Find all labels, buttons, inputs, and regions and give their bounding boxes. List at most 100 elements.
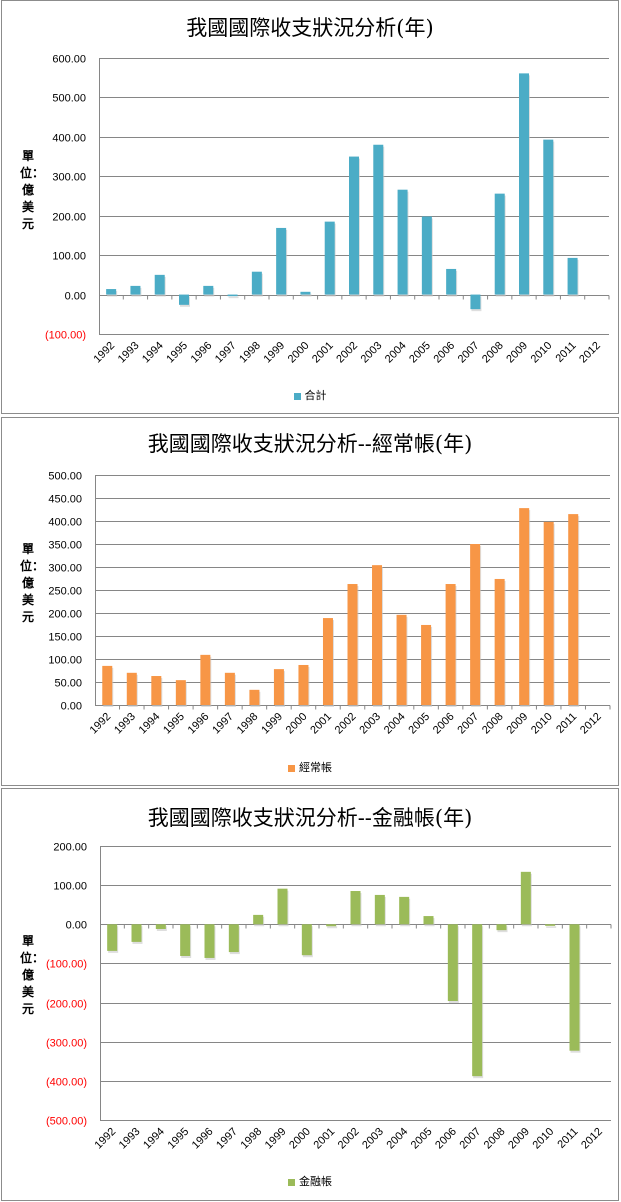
x-tick-label: 1992 xyxy=(88,711,114,737)
bar-1996 xyxy=(203,285,214,295)
y-tick-label: 250.00 xyxy=(48,586,82,598)
bar-2004 xyxy=(397,189,408,295)
x-tick-label: 2001 xyxy=(308,711,334,737)
bar-2004 xyxy=(396,614,407,705)
x-tick-label: 2004 xyxy=(382,711,408,737)
bar-2010 xyxy=(545,924,556,926)
x-tick-label: 1995 xyxy=(165,1126,191,1152)
bar-2002 xyxy=(350,891,361,925)
x-tick-label: 2006 xyxy=(431,340,457,366)
bar-2009 xyxy=(520,871,531,925)
y-tick-label: 200.00 xyxy=(52,212,86,224)
bar-shadow xyxy=(546,926,557,928)
x-tick-label: 1993 xyxy=(112,711,138,737)
bar-2001 xyxy=(324,221,335,295)
bar-1998 xyxy=(251,271,262,295)
x-tick-label: 2001 xyxy=(311,1126,337,1152)
x-tick-label: 1997 xyxy=(210,711,236,737)
x-tick-label: 2012 xyxy=(578,711,604,737)
x-tick-label: 2005 xyxy=(409,1126,435,1152)
y-tick-label: 150.00 xyxy=(48,632,82,644)
bar-2010 xyxy=(543,139,554,295)
bar-1992 xyxy=(106,289,117,295)
legend-swatch xyxy=(288,1178,295,1186)
x-tick-label: 2007 xyxy=(457,1126,483,1152)
x-tick-label: 2007 xyxy=(455,711,481,737)
x-tick-label: 2004 xyxy=(383,340,409,366)
legend-swatch xyxy=(293,392,301,400)
bar-1995 xyxy=(180,924,191,956)
y-tick-label: 300.00 xyxy=(52,172,86,184)
bar-2002 xyxy=(347,584,358,705)
chart-svg: 0.00 50.00 100.00 150.00 200.00 250.00 300.00 3… xyxy=(48,471,611,737)
bar-2002 xyxy=(349,156,359,295)
bar-2007 xyxy=(470,294,481,310)
x-tick-label: 1997 xyxy=(214,1126,240,1152)
chart-title: 我國國際收支狀況分析(年) xyxy=(186,16,434,40)
x-tick-label: 2006 xyxy=(431,711,457,737)
legend-label: 合計 xyxy=(304,389,327,402)
chart-title: 我國國際收支狀況分析--金融帳(年) xyxy=(147,806,473,830)
y-tick-label: (200.00) xyxy=(46,999,87,1011)
x-tick-label: 2002 xyxy=(333,711,359,737)
bar-shadow xyxy=(301,293,312,297)
bar-1993 xyxy=(130,285,141,295)
bar-2008 xyxy=(494,578,505,705)
y-tick-label: 300.00 xyxy=(48,563,82,575)
x-tick-label: 2012 xyxy=(579,1126,605,1152)
bar-2009 xyxy=(519,508,530,705)
bar-2007 xyxy=(470,544,481,705)
x-tick-label: 2000 xyxy=(286,340,312,366)
y-tick-label: 500.00 xyxy=(52,93,86,105)
x-tick-label: 2001 xyxy=(310,340,336,366)
chart-panel-total: 我國國際收支狀況分析(年) 單位：億美元 合計 (100.00) 0.00 100.… xyxy=(1,0,619,414)
y-tick-label: 100.00 xyxy=(53,881,87,893)
x-tick-label: 1999 xyxy=(261,340,287,366)
bar-2005 xyxy=(423,916,434,925)
bar-2011 xyxy=(569,924,580,1051)
y-tick-label: 500.00 xyxy=(48,471,82,483)
x-tick-label: 1994 xyxy=(140,340,166,366)
bar-2001 xyxy=(326,924,337,927)
bar-1997 xyxy=(224,672,235,705)
x-tick-label: 2005 xyxy=(407,340,433,366)
bar-1992 xyxy=(107,924,118,951)
bar-shadow xyxy=(327,926,338,929)
x-tick-label: 2008 xyxy=(480,340,506,366)
x-tick-label: 2003 xyxy=(359,340,385,366)
x-tick-label: 2007 xyxy=(456,340,482,366)
x-tick-label: 2010 xyxy=(529,340,555,366)
chart-panel-current-account: 我國國際收支狀況分析--經常帳(年) 單位：億美元 經常帳 0.00 50.00 1… xyxy=(1,417,619,786)
x-tick-label: 2010 xyxy=(530,1126,556,1152)
y-tick-label: (100.00) xyxy=(46,959,87,971)
y-tick-label: 100.00 xyxy=(52,251,86,263)
x-tick-label: 2008 xyxy=(480,711,506,737)
legend: 經常帳 xyxy=(2,759,618,775)
x-tick-label: 1997 xyxy=(213,340,239,366)
legend: 合計 xyxy=(2,387,618,403)
bar-2008 xyxy=(496,924,507,931)
bar-shadow xyxy=(228,296,239,299)
x-tick-label: 2011 xyxy=(553,340,578,365)
bar-1994 xyxy=(155,924,166,929)
y-tick-label: 100.00 xyxy=(48,655,82,667)
bar-1993 xyxy=(126,672,137,705)
legend-label: 經常帳 xyxy=(299,761,332,774)
x-tick-label: 2009 xyxy=(506,1126,532,1152)
bar-2000 xyxy=(300,291,311,295)
legend-label: 金融帳 xyxy=(299,1175,332,1188)
y-tick-label: 0.00 xyxy=(61,701,82,713)
x-tick-label: 2006 xyxy=(433,1126,459,1152)
y-tick-label: (500.00) xyxy=(46,1116,87,1128)
x-tick-label: 1996 xyxy=(189,340,215,366)
bar-1995 xyxy=(175,680,186,705)
bar-2011 xyxy=(568,514,579,705)
x-tick-label: 1996 xyxy=(190,1126,216,1152)
x-tick-label: 2012 xyxy=(577,340,603,366)
y-tick-label: 200.00 xyxy=(48,609,82,621)
x-tick-label: 2008 xyxy=(482,1126,508,1152)
chart-svg: (100.00) 0.00 100.00 200.00 300.00 400.00 500.… xyxy=(45,54,610,366)
bar-2001 xyxy=(322,618,333,705)
bar-2003 xyxy=(373,144,384,295)
y-tick-label: 0.00 xyxy=(66,920,87,932)
